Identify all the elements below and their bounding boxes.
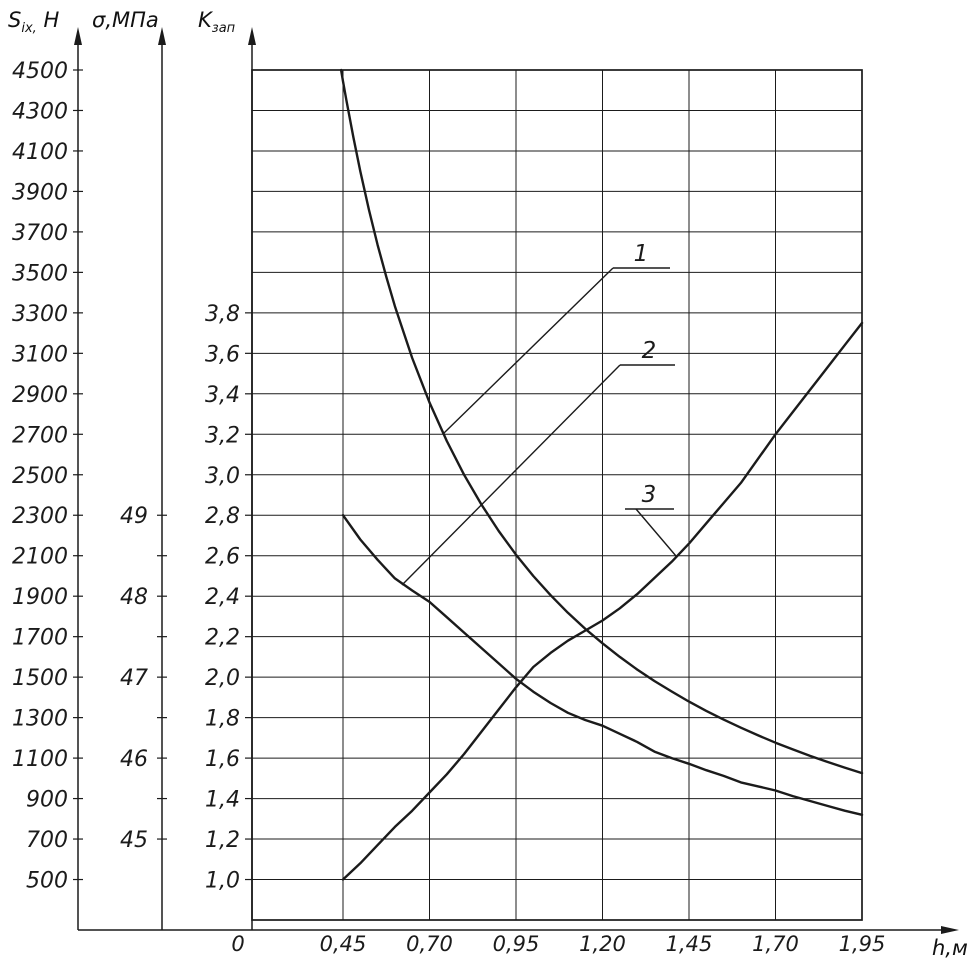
k-tick-label: 2,2 [205,626,240,651]
curve-3 [341,321,864,881]
x-tick-label: 1,70 [752,932,799,956]
x-tick-label: 0,95 [493,932,540,956]
x-tick-label: 1,45 [666,932,713,956]
axis-arrow-right-icon [941,926,959,934]
curve-label-3: 3 [642,482,657,508]
k-tick-label: 3,8 [205,302,240,327]
s-tick-label: 3100 [12,342,68,367]
curve-2 [341,514,864,816]
s-axis-title: Six, H [8,8,60,37]
axis-arrow-up-icon [248,27,256,45]
s-tick-label: 1300 [12,707,68,732]
curve-label-leader-1 [443,267,614,434]
s-tick-label: 3700 [12,221,68,246]
sigma-axis-symbol: σ [92,8,106,32]
axis-arrow-up-icon [74,27,82,45]
s-tick-label: 3300 [12,302,68,327]
x-origin-label: 0 [231,932,244,956]
s-tick-label: 4500 [12,59,68,84]
k-axis-title: Kзап [198,8,236,37]
s-tick-label: 4300 [12,99,68,124]
x-axis-label: h,м [932,936,968,960]
k-axis-subscript: зап [211,21,236,37]
s-tick-label: 2500 [12,464,68,489]
s-axis-unit: H [36,8,60,32]
x-tick-label: 1,20 [579,932,626,956]
x-axis-title: h,м [932,938,968,959]
curve-label-leader-2 [401,364,621,586]
curve-label-leader-3 [635,508,677,557]
axis-arrow-up-icon [158,27,166,45]
s-tick-label: 3500 [12,261,68,286]
x-tick-label: 1,95 [839,932,886,956]
sigma-tick-label: 49 [120,504,148,529]
curve-label-1: 1 [634,241,649,267]
s-tick-label: 700 [26,828,68,853]
s-axis-subscript: ix, [21,21,37,37]
s-tick-label: 500 [26,869,68,894]
curve-1 [339,68,864,775]
k-tick-label: 1,0 [205,869,240,894]
k-tick-label: 3,4 [205,383,240,408]
s-tick-label: 1700 [12,626,68,651]
x-tick-label: 0,70 [406,932,453,956]
sigma-tick-label: 47 [120,666,148,691]
sigma-tick-label: 48 [120,585,148,610]
k-tick-label: 1,4 [205,788,240,813]
k-tick-label: 3,6 [205,342,240,367]
k-tick-label: 2,6 [205,545,240,570]
s-tick-label: 2300 [12,504,68,529]
k-tick-label: 2,8 [205,504,240,529]
s-tick-label: 2700 [12,423,68,448]
k-tick-label: 2,0 [205,666,240,691]
s-axis-symbol: S [8,8,22,32]
curve-label-2: 2 [642,338,657,364]
k-tick-label: 1,6 [205,747,240,772]
x-tick-label: 0,45 [320,932,367,956]
s-tick-label: 2100 [12,545,68,570]
s-tick-label: 900 [26,788,68,813]
sigma-tick-label: 46 [120,747,148,772]
k-tick-label: 3,2 [205,423,240,448]
s-tick-label: 4100 [12,140,68,165]
s-tick-label: 1500 [12,666,68,691]
s-tick-label: 3900 [12,180,68,205]
sigma-tick-label: 45 [120,828,148,853]
k-tick-label: 1,2 [205,828,240,853]
s-tick-label: 1900 [12,585,68,610]
k-tick-label: 2,4 [205,585,240,610]
sigma-axis-unit: ,МПа [105,8,159,32]
s-tick-label: 2900 [12,383,68,408]
sigma-axis-title: σ,МПа [92,10,159,31]
k-axis-symbol: K [198,8,212,32]
s-tick-label: 1100 [12,747,68,772]
k-tick-label: 1,8 [205,707,240,732]
k-tick-label: 3,0 [205,464,240,489]
